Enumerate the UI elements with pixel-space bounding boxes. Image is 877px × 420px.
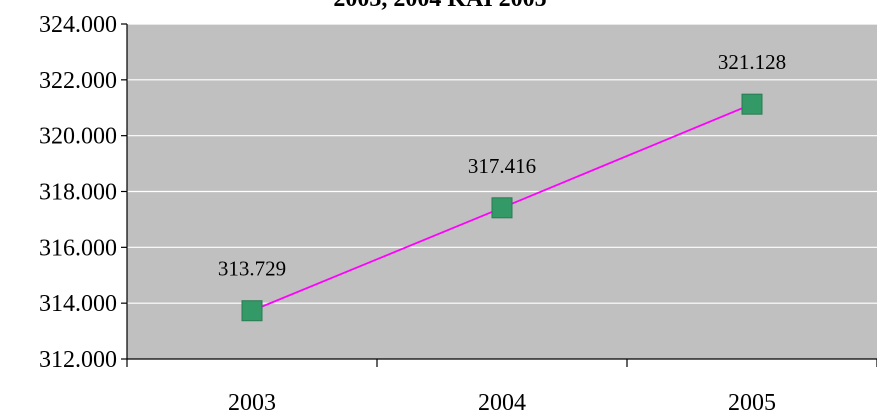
- y-tick-label: 312.000: [39, 347, 117, 373]
- x-tick-label: 2003: [228, 390, 276, 416]
- y-tick-label: 314.000: [39, 291, 117, 317]
- data-point-marker: [491, 197, 513, 219]
- x-tick-label: 2005: [728, 390, 776, 416]
- axes: 312.000 314.000 316.000 318.000 320.000 322.0…: [39, 12, 877, 416]
- x-tick-label: 2004: [478, 390, 526, 416]
- y-tick-label: 318.000: [39, 180, 117, 206]
- data-label: 321.128: [718, 50, 786, 74]
- data-point-marker: [241, 300, 263, 322]
- data-label: 317.416: [468, 154, 536, 178]
- chart-title: 2003, 2004 KAI 2005: [333, 0, 546, 12]
- y-tick-label: 316.000: [39, 235, 117, 261]
- labels: 313.729 317.416 321.128: [218, 50, 786, 281]
- data-label: 313.729: [218, 257, 286, 281]
- y-tick-label: 324.000: [39, 12, 117, 38]
- series: [241, 93, 763, 322]
- y-tick-label: 320.000: [39, 124, 117, 150]
- data-point-marker: [741, 93, 763, 115]
- y-tick-label: 322.000: [39, 68, 117, 94]
